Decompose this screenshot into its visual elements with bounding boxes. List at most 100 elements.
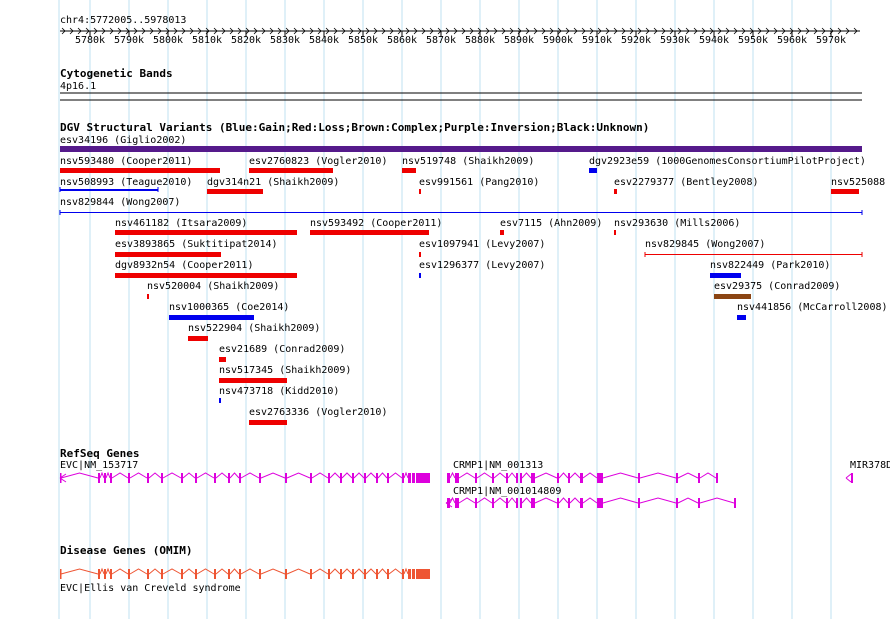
gene-evc-intron (229, 472, 240, 479)
gene-crmp1a-intron (677, 472, 699, 479)
refseq-track-title: RefSeq Genes (60, 447, 140, 460)
omim-evc-intron (365, 568, 377, 575)
dgv-variant-bar (147, 294, 149, 299)
gene-evc-intron (365, 472, 377, 479)
omim-evc-intron (377, 568, 388, 575)
dgv-variant-bar (60, 212, 862, 213)
ruler-arrow (301, 27, 306, 35)
ruler-tick-label: 5800k (152, 35, 184, 46)
ruler-arrow (661, 27, 666, 35)
gene-evc-intron (286, 472, 311, 479)
gene-evc-exon (412, 473, 415, 483)
gene-evc-intron (60, 472, 99, 479)
dgv-variant-label[interactable]: nsv593492 (Cooper2011) (310, 218, 443, 229)
omim-evc-exon (60, 569, 62, 579)
gene-crmp1b-exon (506, 498, 508, 508)
gene-evc-exon (214, 473, 216, 483)
ruler-arrow (181, 27, 186, 35)
ruler-tick-label: 5850k (347, 35, 379, 46)
dgv-variant-label[interactable]: esv991561 (Pang2010) (419, 177, 540, 188)
ruler-arrow (669, 27, 674, 35)
dgv-variant-label[interactable]: dgv314n21 (Shaikh2009) (207, 177, 340, 188)
dgv-variant-label[interactable]: nsv293630 (Mills2006) (614, 218, 741, 229)
gene-crmp1b-exon (734, 498, 736, 508)
dgv-variant-label[interactable]: nsv525088 (831, 177, 886, 188)
dgv-variant-bar (310, 230, 429, 235)
ruler-arrow (389, 27, 394, 35)
ruler-arrow (469, 27, 474, 35)
gene-crmp1a-intron (602, 472, 639, 479)
dgv-variant-bar (419, 252, 421, 257)
dgv-variant-label[interactable]: esv29375 (Conrad2009) (714, 281, 841, 292)
dgv-variant-label[interactable]: nsv520004 (Shaikh2009) (147, 281, 280, 292)
gene-label-crmp1-a[interactable]: CRMP1|NM_001313 (453, 460, 544, 471)
gene-evc-exon (376, 473, 378, 483)
gene-evc-intron (377, 472, 388, 479)
gene-evc-intron (329, 472, 341, 479)
gene-crmp1b-exon (492, 498, 494, 508)
gene-crmp1b-exon (638, 498, 640, 508)
dgv-variant-label[interactable]: nsv522904 (Shaikh2009) (188, 323, 321, 334)
ruler-arrow (581, 27, 586, 35)
ruler-tick-label: 5870k (425, 35, 457, 46)
ruler-arrow (229, 27, 234, 35)
dgv-variant-label[interactable]: nsv829844 (Wong2007) (60, 197, 181, 208)
ruler-arrow (317, 27, 322, 35)
gene-crmp1b-intron (493, 497, 507, 504)
gene-label-evc[interactable]: EVC|NM_153717 (60, 460, 139, 471)
gene-crmp1b-exon (531, 498, 535, 508)
dgv-variant-label[interactable]: esv34196 (Giglio2002) (60, 135, 187, 146)
ruler-arrow (533, 27, 538, 35)
omim-evc-exon (402, 569, 404, 579)
dgv-variant-label[interactable]: nsv593480 (Cooper2011) (60, 156, 193, 167)
gene-evc-exon (310, 473, 312, 483)
gene-crmp1a-exon (698, 473, 700, 483)
gene-label-crmp1-b[interactable]: CRMP1|NM_001014809 (453, 486, 562, 497)
ruler-range-label: chr4:5772005..5978013 (60, 15, 187, 26)
dgv-variant-label[interactable]: nsv473718 (Kidd2010) (219, 386, 340, 397)
gene-crmp1a-exon (516, 473, 518, 483)
gene-crmp1a-exon (557, 473, 559, 483)
omim-gene-label[interactable]: EVC|Ellis van Creveld syndrome (60, 583, 241, 594)
omim-evc-intron (105, 567, 111, 575)
dgv-variant-label[interactable]: nsv517345 (Shaikh2009) (219, 365, 352, 376)
dgv-variant-label[interactable]: esv21689 (Conrad2009) (219, 344, 346, 355)
dgv-variant-label[interactable]: esv7115 (Ahn2009) (500, 218, 603, 229)
ruler-arrow (357, 27, 362, 35)
dgv-variant-label[interactable]: dgv8932n54 (Cooper2011) (115, 260, 254, 271)
gene-evc-exon (352, 473, 354, 483)
dgv-variant-label[interactable]: nsv441856 (McCarroll2008) (737, 302, 888, 313)
gene-evc-exon (364, 473, 366, 483)
ruler-tick-label: 5910k (581, 35, 613, 46)
dgv-variant-label[interactable]: esv2760823 (Vogler2010) (249, 156, 388, 167)
omim-evc-intron (196, 568, 215, 575)
dgv-variant-label[interactable]: dgv2923e59 (1000GenomesConsortiumPilotPr… (589, 156, 866, 167)
dgv-variant-label[interactable]: nsv829845 (Wong2007) (645, 239, 766, 250)
dgv-variant-label[interactable]: nsv519748 (Shaikh2009) (402, 156, 535, 167)
ruler-arrow (293, 27, 298, 35)
dgv-variant-bar (207, 189, 263, 194)
dgv-variant-bar (115, 252, 221, 257)
gene-evc-exon (259, 473, 261, 483)
dgv-variant-label[interactable]: esv3893865 (Suktitipat2014) (115, 239, 278, 250)
dgv-variant-label[interactable]: nsv1000365 (Coe2014) (169, 302, 290, 313)
dgv-variant-label[interactable]: nsv822449 (Park2010) (710, 260, 831, 271)
dgv-variant-label[interactable]: esv2763336 (Vogler2010) (249, 407, 388, 418)
dgv-variant-label[interactable]: esv1296377 (Levy2007) (419, 260, 546, 271)
gene-crmp1a-intron (493, 472, 507, 479)
dgv-variant-label[interactable]: esv2279377 (Bentley2008) (614, 177, 759, 188)
ruler-tick-label: 5790k (113, 35, 145, 46)
dgv-variant-bar (219, 378, 287, 383)
dgv-variant-label[interactable]: esv1097941 (Levy2007) (419, 239, 546, 250)
gene-crmp1a-intron (449, 471, 456, 479)
gene-crmp1a-intron (534, 472, 558, 479)
dgv-variant-bar (500, 230, 504, 235)
ruler-arrow (709, 27, 714, 35)
ruler-arrow (133, 27, 138, 35)
dgv-variant-label[interactable]: nsv461182 (Itsara2009) (115, 218, 248, 229)
dgv-variant-bar (589, 168, 597, 173)
gene-label-mir378d1[interactable]: MIR378D1 (850, 460, 890, 471)
ruler-arrow (637, 27, 642, 35)
dgv-variant-label[interactable]: nsv508993 (Teague2010) (60, 177, 193, 188)
dgv-variant-bar (614, 189, 617, 194)
